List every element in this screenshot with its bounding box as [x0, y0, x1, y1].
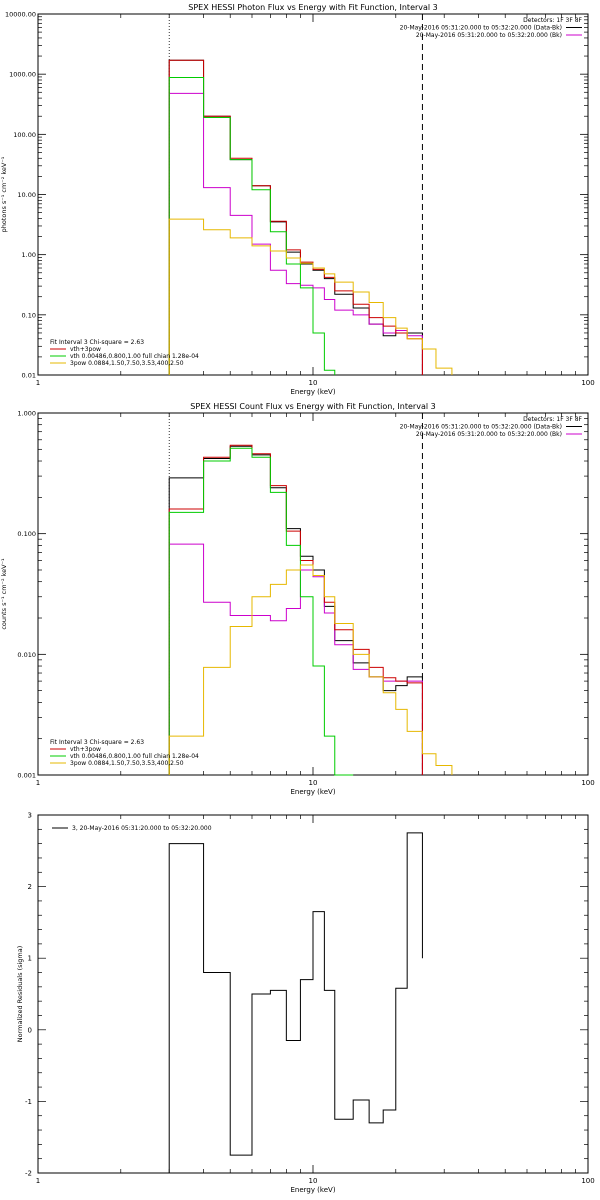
chart-2: SPEX HESSI Count Flux vs Energy with Fit…	[0, 402, 595, 796]
x-tick-label: 100	[581, 779, 594, 787]
y-tick-label: 0.001	[17, 772, 36, 780]
x-axis-label: Energy (keV)	[290, 388, 335, 396]
y-tick-label: 0.01	[22, 372, 36, 380]
y-tick-label: 1.000	[17, 410, 36, 418]
y-tick-label: 10.00	[17, 191, 36, 199]
fit-text: Fit Interval 3 Chi-square = 2.63	[50, 739, 144, 746]
y-tick-label: 0.10	[22, 311, 36, 319]
legend-entry: Detectors: 1F 3F 8F	[523, 416, 582, 423]
series-vth	[168, 447, 354, 776]
y-tick-label: 10000.00	[5, 11, 36, 19]
series-data-bk	[168, 59, 423, 375]
x-axis-label: Energy (keV)	[290, 1186, 335, 1194]
series-data-bk	[168, 445, 423, 775]
fit-text: Fit Interval 3 Chi-square = 2.63	[50, 339, 144, 346]
y-tick-label: 1	[28, 955, 32, 963]
series-3pow	[168, 564, 453, 775]
chart-title: SPEX HESSI Photon Flux vs Energy with Fi…	[188, 3, 438, 12]
series-residuals	[168, 832, 423, 1173]
y-axis-label: photons s⁻¹ cm⁻² keV⁻¹	[0, 156, 8, 232]
legend-entry: 20-May-2016 05:31:20.000 to 05:32:20.000…	[416, 431, 562, 438]
y-tick-label: 2	[28, 883, 32, 891]
x-tick-label: 10	[309, 379, 318, 387]
x-tick-label: 100	[581, 379, 594, 387]
y-tick-label: 1.00	[22, 251, 36, 259]
fit-text: vth+3pow	[70, 746, 101, 753]
y-axis-label: Normalized Residuals (sigma)	[16, 946, 24, 1043]
x-tick-label: 1	[36, 379, 40, 387]
plot-frame	[37, 814, 589, 1174]
y-tick-label: 0.010	[17, 651, 36, 659]
chart-3: 1 10 100 Energy (keV) -2 -1 0 1 2 3 Normalized Res…	[16, 812, 595, 1195]
fit-text: vth 0.00486,0.800,1.00 full chian 1.28e-…	[70, 753, 199, 760]
y-tick-label: 100.00	[13, 131, 36, 139]
series-vth-3pow	[168, 444, 423, 775]
chart-1: SPEX HESSI Photon Flux vs Energy with Fi…	[0, 3, 595, 396]
legend-entry: 3, 20-May-2016 05:31:20.000 to 05:32:20.…	[72, 825, 212, 832]
y-tick-label: -2	[25, 1170, 32, 1178]
x-tick-label: 1	[36, 1177, 40, 1185]
legend-entry: 20-May-2016 05:31:20.000 to 05:32:20.000…	[400, 25, 562, 32]
y-tick-label: 1000.00	[9, 71, 36, 79]
series-vth-3pow	[168, 59, 423, 375]
fit-text: 3pow 0.0884,1.50,7.50,3.53,400,2.50	[70, 360, 184, 367]
x-tick-label: 10	[309, 779, 318, 787]
x-tick-label: 100	[581, 1177, 594, 1185]
y-tick-label: 3	[28, 812, 32, 820]
x-tick-label: 1	[36, 779, 40, 787]
y-tick-label: 0	[28, 1026, 32, 1034]
y-axis-label: counts s⁻¹ cm⁻² keV⁻¹	[0, 558, 8, 630]
fit-text: vth+3pow	[70, 346, 101, 353]
chart-title: SPEX HESSI Count Flux vs Energy with Fit…	[190, 402, 435, 411]
y-tick-label: 0.100	[17, 530, 36, 538]
x-axis-label: Energy (keV)	[290, 788, 335, 796]
fit-text: vth 0.00486,0.800,1.00 full chian 1.28e-…	[70, 353, 199, 360]
series-bk	[168, 543, 423, 775]
legend-entry: 20-May-2016 05:31:20.000 to 05:32:20.000…	[416, 32, 562, 39]
series-bk	[168, 92, 423, 375]
x-tick-label: 10	[309, 1177, 318, 1185]
plot-frame	[37, 412, 589, 776]
legend-entry: Detectors: 1F 3F 8F	[523, 17, 582, 24]
y-tick-label: -1	[25, 1098, 32, 1106]
series-3pow	[168, 218, 453, 375]
legend-entry: 20-May-2016 05:31:20.000 to 05:32:20.000…	[400, 424, 562, 431]
fit-text: 3pow 0.0884,1.50,7.50,3.53,400,2.50	[70, 760, 184, 767]
series-vth	[168, 77, 336, 375]
